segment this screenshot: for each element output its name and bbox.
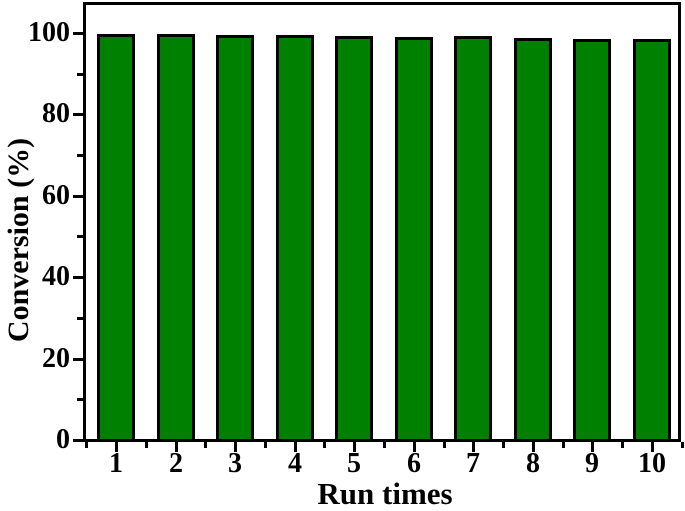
y-major-tick [73,276,83,279]
x-tick-label: 7 [466,448,480,479]
x-major-tick [353,442,356,452]
y-major-tick [73,195,83,198]
y-major-tick [73,113,83,116]
x-tick-label: 2 [169,448,183,479]
x-minor-tick [204,442,207,448]
bar [633,39,671,439]
y-tick-label: 20 [42,343,70,374]
y-tick-label: 80 [42,98,70,129]
x-major-tick [532,442,535,452]
x-minor-tick [502,442,505,448]
x-tick-label: 6 [407,448,421,479]
y-tick-label: 100 [28,17,70,48]
x-minor-tick [323,442,326,448]
x-tick-label: 9 [585,448,599,479]
x-minor-tick [562,442,565,448]
bar [335,36,373,439]
x-tick-label: 4 [288,448,302,479]
y-minor-tick [77,154,83,157]
y-major-tick [73,358,83,361]
bar [216,35,254,439]
plot-frame [83,2,681,442]
y-tick-label: 60 [42,180,70,211]
bar [395,37,433,439]
x-major-tick [413,442,416,452]
y-minor-tick [77,235,83,238]
y-minor-tick [77,73,83,76]
x-tick-label: 8 [526,448,540,479]
bar [97,34,135,439]
y-axis-title: Conversion (%) [2,137,35,343]
x-minor-tick [383,442,386,448]
x-tick-label: 5 [347,448,361,479]
y-major-tick [73,439,83,442]
y-minor-tick [77,317,83,320]
x-minor-tick [681,442,684,448]
bar [276,35,314,439]
y-minor-tick [77,398,83,401]
bar [454,36,492,439]
x-minor-tick [264,442,267,448]
x-minor-tick [621,442,624,448]
x-axis-title: Run times [317,476,453,511]
y-major-tick [73,32,83,35]
y-tick-label: 0 [56,424,70,455]
x-major-tick [472,442,475,452]
bar [514,38,552,439]
bar [573,39,611,439]
bar [157,34,195,439]
x-minor-tick [443,442,446,448]
x-major-tick [651,442,654,452]
x-tick-label: 10 [638,448,666,479]
x-major-tick [175,442,178,452]
x-major-tick [234,442,237,452]
x-tick-label: 3 [228,448,242,479]
x-tick-label: 1 [109,448,123,479]
x-major-tick [115,442,118,452]
x-major-tick [294,442,297,452]
x-minor-tick [85,442,88,448]
x-minor-tick [145,442,148,448]
y-tick-label: 40 [42,261,70,292]
x-major-tick [591,442,594,452]
